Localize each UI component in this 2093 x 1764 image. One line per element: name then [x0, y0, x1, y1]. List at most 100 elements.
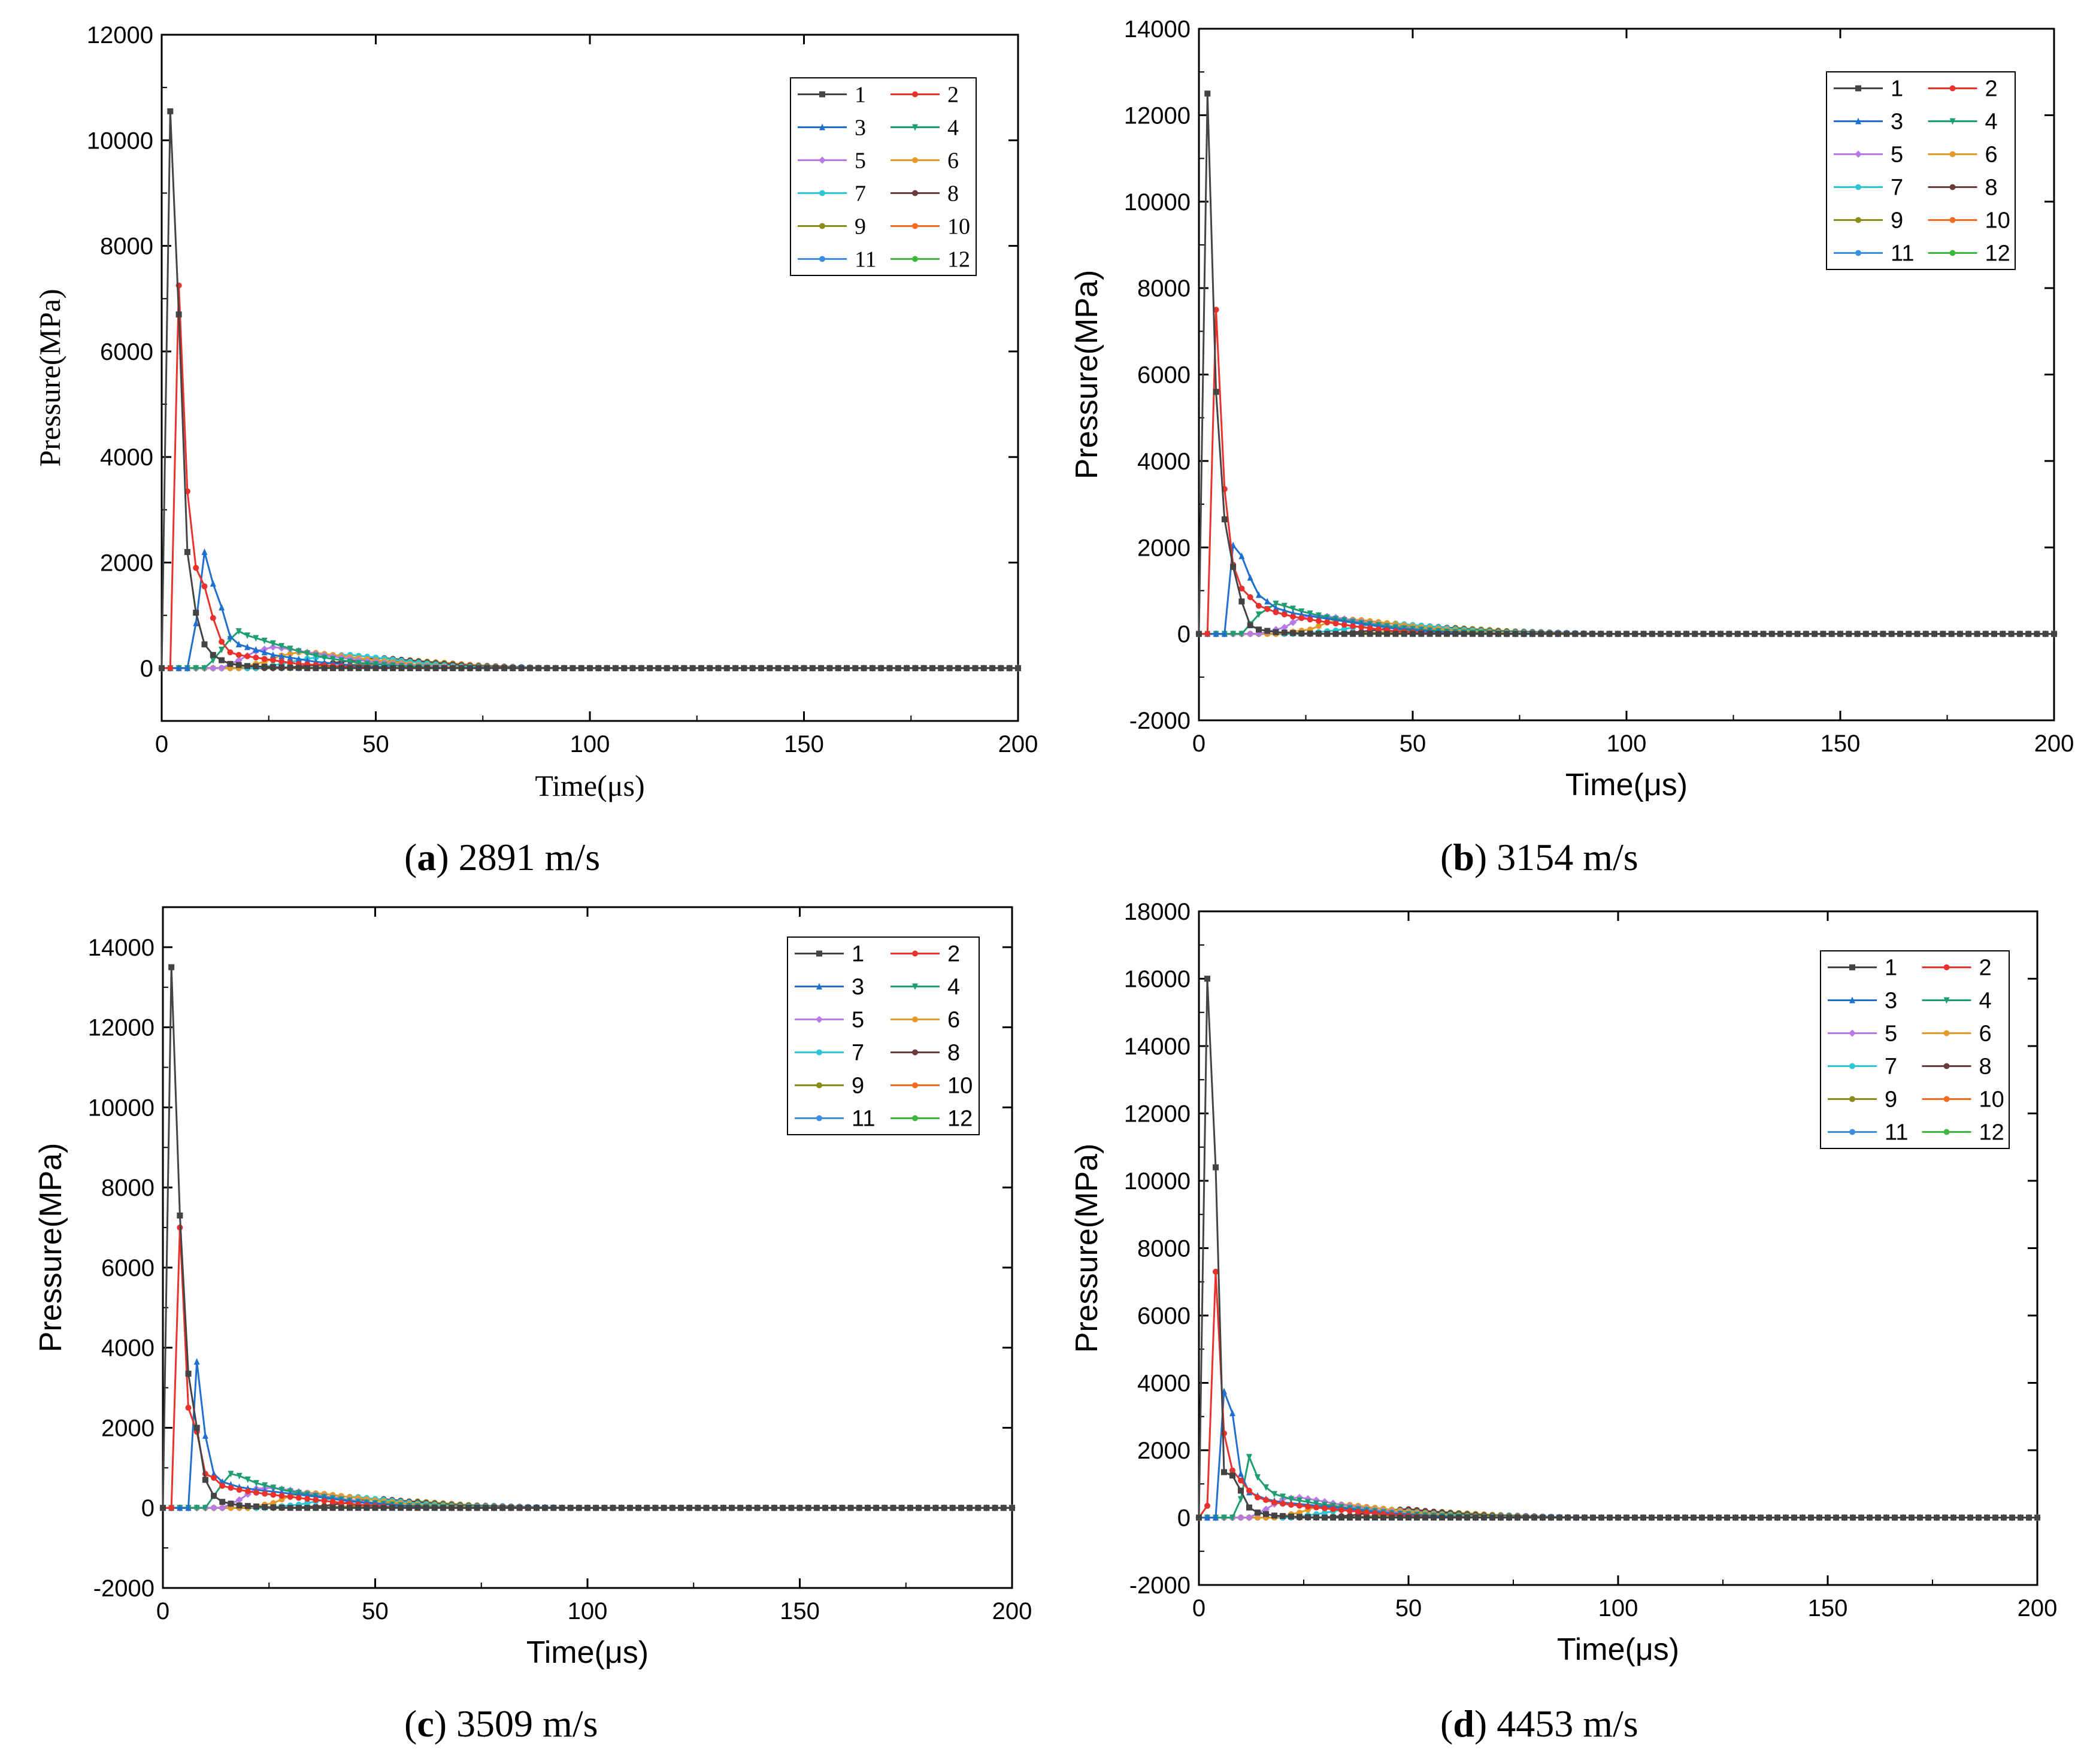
- series-point-c-1-184: [941, 1505, 947, 1511]
- series-point-c-1-130: [711, 1505, 718, 1511]
- series-point-c-1-166: [864, 1505, 871, 1511]
- y-tick-label-c-1: 0: [141, 1495, 155, 1521]
- series-point-b-1-0: [1196, 631, 1202, 637]
- caption-b-label: b: [1453, 836, 1474, 878]
- series-point-c-3-8: [193, 1358, 200, 1365]
- series-point-a-1-36: [313, 665, 319, 671]
- series-point-b-1-198: [2042, 631, 2049, 637]
- series-point-b-5-12: [1246, 630, 1254, 638]
- series-point-b-3-16: [1264, 598, 1271, 605]
- x-tick-label-a-4: 200: [998, 731, 1038, 757]
- series-point-b-1-92: [1589, 631, 1595, 637]
- series-point-c-1-42: [338, 1505, 344, 1511]
- y-tick-label-c-0: -2000: [93, 1575, 155, 1602]
- series-point-b-1-134: [1768, 631, 1775, 637]
- legend-label-c-6: 6: [947, 1008, 960, 1033]
- series-point-b-1-20: [1281, 629, 1288, 636]
- series-point-a-1-42: [338, 665, 345, 671]
- series-point-c-1-34: [304, 1505, 311, 1511]
- series-point-c-4-16: [228, 1471, 234, 1478]
- series-point-c-1-188: [958, 1505, 964, 1511]
- series-point-d-4-6: [1221, 1514, 1227, 1521]
- series-point-c-1-190: [967, 1505, 973, 1511]
- series-point-a-4-24: [261, 638, 268, 645]
- series-point-a-2-24: [261, 656, 268, 662]
- series-point-b-2-38: [1358, 624, 1365, 631]
- y-tick-label-d-4: 6000: [1137, 1303, 1191, 1329]
- legend-marker-b-7: [1855, 184, 1861, 190]
- series-point-b-1-174: [1940, 631, 1946, 637]
- series-point-c-1-14: [219, 1499, 226, 1505]
- series-point-c-1-52: [380, 1505, 387, 1511]
- series-point-a-2-14: [219, 638, 225, 645]
- y-tick-label-d-5: 8000: [1137, 1236, 1191, 1262]
- series-point-c-1-6: [185, 1371, 192, 1377]
- series-point-a-1-82: [510, 665, 516, 671]
- series-point-b-1-138: [1786, 631, 1792, 637]
- series-point-b-1-90: [1580, 631, 1587, 637]
- series-point-d-4-8: [1229, 1514, 1235, 1521]
- series-point-b-2-30: [1324, 619, 1331, 626]
- series-point-a-1-0: [159, 665, 165, 671]
- series-point-a-1-30: [287, 664, 293, 671]
- series-point-c-1-100: [584, 1505, 590, 1511]
- series-point-c-1-12: [211, 1493, 217, 1499]
- y-axis-label-d: Pressure(MPa): [1070, 1144, 1104, 1353]
- series-point-c-4-18: [236, 1472, 243, 1480]
- series-point-c-1-40: [329, 1505, 336, 1511]
- legend-label-a-6: 6: [947, 148, 959, 174]
- legend-label-c-7: 7: [852, 1041, 864, 1066]
- series-point-a-3-6: [184, 664, 190, 671]
- legend-marker-a-12: [912, 256, 918, 262]
- series-point-c-1-16: [228, 1501, 234, 1507]
- series-point-b-1-180: [1965, 631, 1972, 637]
- series-point-a-1-128: [707, 665, 713, 671]
- series-point-a-1-58: [407, 665, 413, 671]
- series-point-a-1-72: [467, 665, 473, 671]
- y-tick-label-c-2: 2000: [101, 1415, 155, 1441]
- series-point-b-1-148: [1828, 631, 1835, 637]
- series-point-c-1-180: [924, 1505, 931, 1511]
- series-point-b-1-30: [1324, 631, 1331, 637]
- series-point-a-1-20: [244, 663, 250, 669]
- series-point-a-1-200: [1015, 665, 1021, 671]
- series-point-b-1-100: [1623, 631, 1629, 637]
- series-point-b-7-34: [1341, 626, 1347, 632]
- legend-marker-a-9: [819, 223, 825, 229]
- legend-marker-c-5: [816, 1016, 823, 1023]
- series-point-c-1-82: [508, 1505, 514, 1511]
- series-point-b-2-18: [1273, 609, 1279, 616]
- series-point-b-1-130: [1752, 631, 1758, 637]
- panel-c: -2000 0 2000 4000 6000 8000 10000 12000 14000 0 50…: [0, 886, 1042, 1760]
- series-point-a-1-120: [673, 665, 679, 671]
- series-point-a-3-14: [219, 604, 225, 611]
- series-point-a-2-22: [253, 654, 259, 661]
- series-point-b-4-14: [1255, 611, 1262, 619]
- series-point-c-1-132: [720, 1505, 726, 1511]
- legend-label-c-3: 3: [852, 975, 864, 1000]
- series-point-b-1-28: [1315, 631, 1322, 637]
- series-point-b-1-42: [1375, 631, 1382, 637]
- series-point-a-1-56: [398, 665, 405, 671]
- series-point-a-2-26: [269, 657, 276, 663]
- x-tick-label-a-2: 100: [570, 731, 610, 757]
- legend-label-b-1: 1: [1891, 77, 1903, 102]
- series-point-b-1-172: [1931, 631, 1938, 637]
- legend-label-b-5: 5: [1891, 143, 1903, 168]
- series-point-b-2-12: [1247, 594, 1253, 601]
- y-tick-label-d-6: 10000: [1124, 1168, 1191, 1195]
- series-point-c-1-74: [474, 1505, 480, 1511]
- legend-label-a-11: 11: [855, 247, 877, 272]
- y-tick-label-a-6: 12000: [87, 22, 153, 49]
- legend-marker-a-2: [912, 91, 918, 98]
- legend-marker-c-11: [816, 1115, 822, 1122]
- legend-box-a: [790, 77, 977, 276]
- series-point-a-3-34: [304, 656, 311, 663]
- series-point-c-1-146: [780, 1505, 786, 1511]
- series-point-c-1-112: [635, 1505, 642, 1511]
- series-point-c-4-8: [193, 1505, 200, 1512]
- legend-label-b-6: 6: [1985, 143, 1998, 168]
- panel-a: 0 2000 4000 6000 8000 10000 12000 0 50 100 150 200 T…: [0, 0, 1042, 878]
- series-point-b-1-118: [1700, 631, 1707, 637]
- series-point-c-1-150: [796, 1505, 803, 1511]
